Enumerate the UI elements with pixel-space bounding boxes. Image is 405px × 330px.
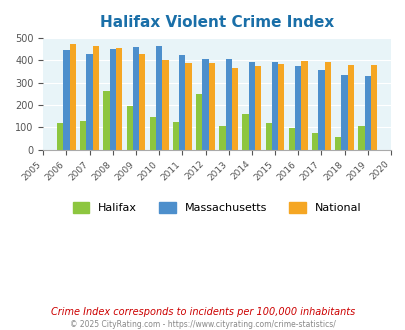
- Bar: [92, 46, 99, 149]
- Bar: [63, 50, 69, 149]
- Bar: [103, 91, 109, 149]
- Bar: [86, 54, 92, 149]
- Bar: [179, 55, 185, 149]
- Bar: [248, 62, 254, 149]
- Bar: [370, 65, 376, 149]
- Bar: [132, 48, 139, 149]
- Bar: [156, 46, 162, 149]
- Bar: [202, 59, 208, 149]
- Bar: [225, 59, 231, 149]
- Title: Halifax Violent Crime Index: Halifax Violent Crime Index: [100, 15, 333, 30]
- Bar: [162, 59, 168, 149]
- Bar: [311, 133, 318, 149]
- Bar: [126, 106, 132, 149]
- Bar: [318, 70, 324, 149]
- Bar: [149, 117, 156, 149]
- Bar: [358, 126, 364, 149]
- Bar: [271, 62, 277, 149]
- Bar: [109, 49, 115, 149]
- Bar: [347, 65, 353, 149]
- Bar: [69, 44, 76, 149]
- Bar: [265, 123, 271, 149]
- Legend: Halifax, Massachusetts, National: Halifax, Massachusetts, National: [68, 198, 365, 218]
- Bar: [173, 122, 179, 149]
- Bar: [288, 128, 294, 149]
- Bar: [335, 137, 341, 149]
- Bar: [341, 75, 347, 149]
- Bar: [139, 54, 145, 149]
- Text: Crime Index corresponds to incidents per 100,000 inhabitants: Crime Index corresponds to incidents per…: [51, 307, 354, 317]
- Bar: [231, 68, 237, 149]
- Bar: [254, 66, 261, 149]
- Bar: [242, 114, 248, 149]
- Bar: [115, 49, 122, 149]
- Bar: [277, 64, 284, 149]
- Bar: [196, 94, 202, 149]
- Bar: [57, 123, 63, 149]
- Bar: [208, 63, 214, 149]
- Bar: [364, 77, 370, 149]
- Text: © 2025 CityRating.com - https://www.cityrating.com/crime-statistics/: © 2025 CityRating.com - https://www.city…: [70, 320, 335, 329]
- Bar: [80, 121, 86, 149]
- Bar: [294, 66, 301, 149]
- Bar: [301, 61, 307, 149]
- Bar: [219, 125, 225, 149]
- Bar: [324, 62, 330, 149]
- Bar: [185, 63, 191, 149]
